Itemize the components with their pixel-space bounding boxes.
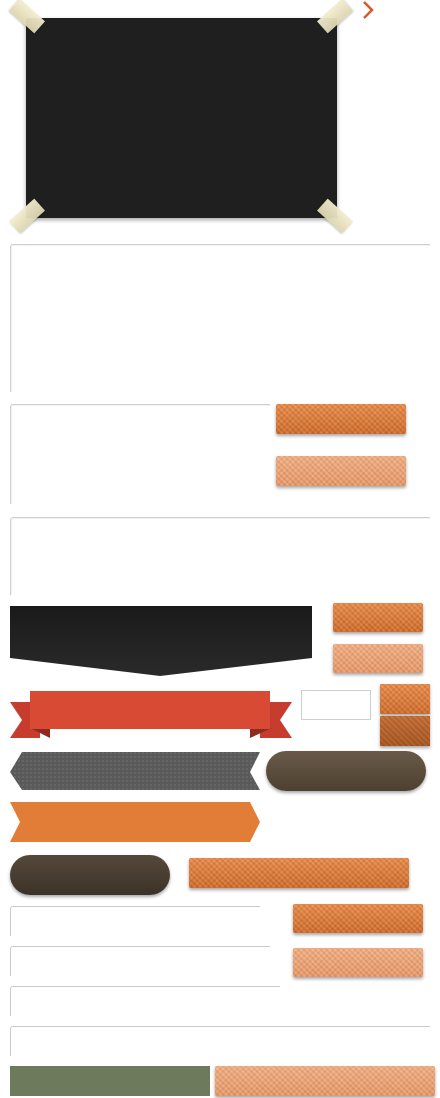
- orange-arrow-ribbon: [10, 802, 260, 842]
- text-field-1[interactable]: [10, 906, 260, 936]
- photo-frame: [26, 18, 337, 218]
- gray-arrow-ribbon: [10, 752, 260, 790]
- text-field-3[interactable]: [10, 986, 280, 1016]
- orange-light-button-2[interactable]: [333, 644, 423, 673]
- medium-textarea[interactable]: [10, 404, 270, 504]
- dark-pill-button[interactable]: [10, 855, 170, 895]
- dark-pennant-banner: [10, 606, 312, 676]
- orange-button-3[interactable]: [293, 904, 423, 933]
- brown-pill-button[interactable]: [266, 751, 426, 791]
- orange-light-wide-button[interactable]: [215, 1066, 435, 1096]
- red-ribbon-banner: [10, 691, 292, 738]
- orange-button-2[interactable]: [333, 603, 423, 632]
- orange-square-button[interactable]: [380, 684, 430, 714]
- orange-dark-square-button[interactable]: [380, 716, 430, 746]
- orange-light-button-1[interactable]: [276, 456, 406, 486]
- chevron-right-icon[interactable]: [360, 0, 376, 20]
- orange-light-button-3[interactable]: [293, 948, 423, 977]
- green-bar: [10, 1066, 210, 1096]
- orange-wide-button[interactable]: [189, 858, 409, 888]
- orange-button-1[interactable]: [276, 404, 406, 434]
- wide-textarea[interactable]: [10, 517, 430, 595]
- small-input[interactable]: [301, 690, 371, 720]
- text-field-4[interactable]: [10, 1026, 430, 1056]
- text-field-2[interactable]: [10, 946, 270, 976]
- large-textarea[interactable]: [10, 244, 430, 392]
